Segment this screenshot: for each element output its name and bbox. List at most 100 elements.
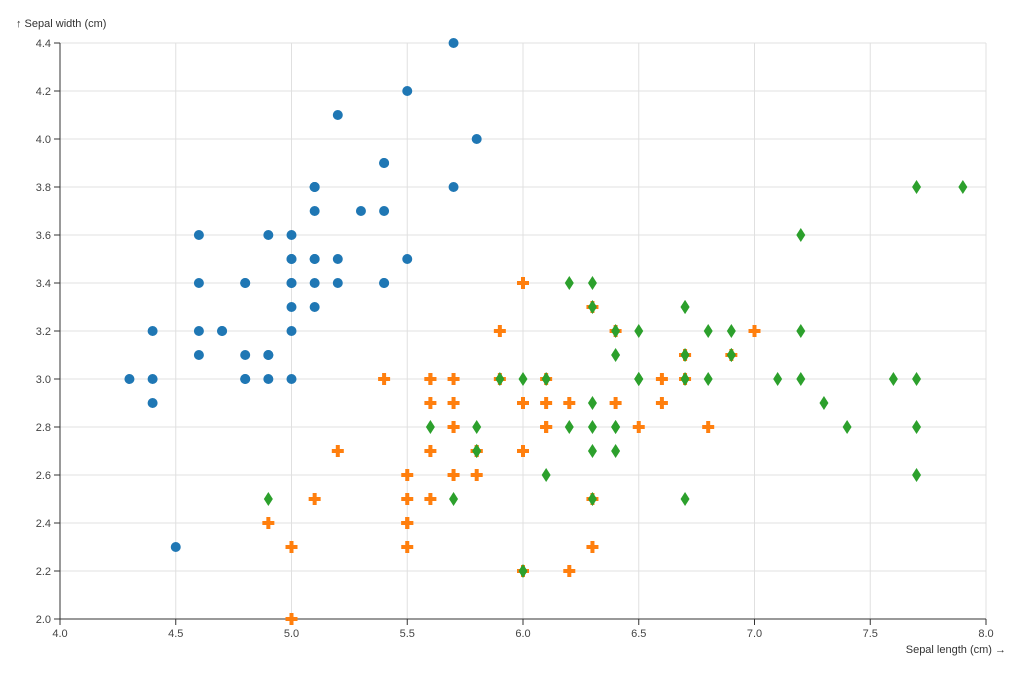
data-point-diamond <box>587 492 597 506</box>
x-axis-title: Sepal length (cm) → <box>906 644 1006 656</box>
data-point-diamond <box>587 420 597 434</box>
data-point-diamond <box>541 468 551 482</box>
data-point-circle <box>193 230 204 240</box>
data-point-cross <box>748 325 761 337</box>
data-point-diamond <box>587 396 597 410</box>
data-point-cross <box>331 445 344 457</box>
data-point-cross <box>285 613 298 625</box>
data-point-cross <box>586 541 599 553</box>
data-point-diamond <box>726 324 736 338</box>
data-point-circle <box>193 326 204 336</box>
data-point-circle <box>240 278 251 288</box>
data-point-diamond <box>587 444 597 458</box>
data-point-cross <box>655 373 668 385</box>
data-point-cross <box>401 517 414 529</box>
data-point-diamond <box>425 420 435 434</box>
x-tick-label: 4.5 <box>168 628 183 640</box>
data-point-circle <box>170 542 181 552</box>
data-point-circle <box>309 206 320 216</box>
data-point-circle <box>448 38 459 48</box>
data-point-diamond <box>611 420 621 434</box>
x-tick-label: 4.0 <box>52 628 67 640</box>
data-point-circle <box>448 182 459 192</box>
data-point-cross <box>447 397 460 409</box>
y-tick-label: 3.8 <box>36 182 51 194</box>
data-point-cross <box>262 517 275 529</box>
y-tick-label: 4.0 <box>36 134 51 146</box>
data-point-cross <box>424 373 437 385</box>
y-tick-label: 2.8 <box>36 422 51 434</box>
data-point-diamond <box>703 372 713 386</box>
data-point-cross <box>563 397 576 409</box>
data-point-circle <box>379 206 390 216</box>
data-point-cross <box>493 325 506 337</box>
data-point-diamond <box>888 372 898 386</box>
data-point-diamond <box>912 180 922 194</box>
data-point-cross <box>540 421 553 433</box>
data-point-diamond <box>680 300 690 314</box>
y-tick-label: 2.0 <box>36 614 51 626</box>
data-point-cross <box>447 469 460 481</box>
data-point-cross <box>285 541 298 553</box>
data-point-diamond <box>587 300 597 314</box>
data-point-cross <box>470 469 483 481</box>
data-point-diamond <box>842 420 852 434</box>
data-point-circle <box>217 326 228 336</box>
data-point-circle <box>286 374 297 384</box>
data-point-circle <box>286 326 297 336</box>
data-point-diamond <box>634 324 644 338</box>
data-point-diamond <box>611 324 621 338</box>
y-tick-label: 3.2 <box>36 326 51 338</box>
y-tick-label: 2.4 <box>36 518 51 530</box>
data-point-diamond <box>703 324 713 338</box>
y-tick-label: 3.0 <box>36 374 51 386</box>
data-point-cross <box>424 445 437 457</box>
data-point-diamond <box>495 372 505 386</box>
data-point-cross <box>632 421 645 433</box>
data-point-diamond <box>796 372 806 386</box>
data-point-circle <box>193 350 204 360</box>
data-point-circle <box>402 86 413 96</box>
data-point-circle <box>379 158 390 168</box>
data-point-diamond <box>634 372 644 386</box>
data-point-diamond <box>611 444 621 458</box>
y-tick-label: 4.2 <box>36 86 51 98</box>
data-point-circle <box>332 110 343 120</box>
data-point-circle <box>309 254 320 264</box>
data-point-circle <box>286 230 297 240</box>
data-point-diamond <box>958 180 968 194</box>
data-point-cross <box>447 421 460 433</box>
y-tick-label: 4.4 <box>36 38 51 50</box>
data-point-diamond <box>726 348 736 362</box>
data-point-diamond <box>587 276 597 290</box>
data-point-diamond <box>518 564 528 578</box>
data-point-circle <box>332 254 343 264</box>
y-tick-label: 2.6 <box>36 470 51 482</box>
data-point-circle <box>286 278 297 288</box>
series-circle <box>124 38 482 552</box>
data-point-diamond <box>564 420 574 434</box>
data-point-circle <box>309 278 320 288</box>
data-point-circle <box>379 278 390 288</box>
data-point-diamond <box>796 324 806 338</box>
data-point-cross <box>447 373 460 385</box>
data-point-diamond <box>773 372 783 386</box>
data-point-circle <box>332 278 343 288</box>
data-point-diamond <box>680 492 690 506</box>
data-point-circle <box>402 254 413 264</box>
data-point-cross <box>424 493 437 505</box>
y-tick-label: 3.6 <box>36 230 51 242</box>
data-point-cross <box>609 397 622 409</box>
data-point-circle <box>124 374 135 384</box>
data-point-circle <box>263 374 274 384</box>
x-tick-label: 6.0 <box>515 628 530 640</box>
data-point-cross <box>702 421 715 433</box>
series-cross <box>262 277 761 625</box>
data-points <box>124 38 968 625</box>
y-tick-label: 3.4 <box>36 278 51 290</box>
gridlines <box>59 42 987 620</box>
data-point-circle <box>147 398 158 408</box>
data-point-diamond <box>912 468 922 482</box>
data-point-diamond <box>819 396 829 410</box>
